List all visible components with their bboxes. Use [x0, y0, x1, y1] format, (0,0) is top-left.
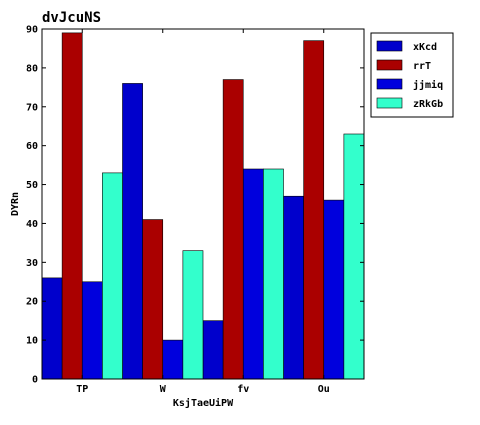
y-tick-label: 10: [26, 336, 38, 347]
y-tick-label: 20: [26, 297, 38, 308]
legend-swatch-jjmiq: [376, 78, 403, 90]
y-axis-label: DYRn: [10, 192, 21, 216]
legend: xKcd rrT jjmiq zRkGb: [370, 32, 454, 118]
legend-swatch-zRkGb: [376, 97, 403, 109]
bar-jjmiq-W: [162, 339, 184, 380]
x-tick-label: Ou: [318, 384, 330, 395]
bar-zRkGb-fv: [263, 168, 284, 380]
bar-xKcd-Ou: [283, 195, 304, 380]
legend-label-rrT: rrT: [413, 61, 431, 72]
bar-rrT-W: [142, 219, 164, 380]
bar-zRkGb-TP: [102, 172, 123, 380]
y-tick-label: 40: [26, 219, 38, 230]
y-axis: 0 10 20 30 40 50 60 70 80 90: [26, 25, 364, 386]
legend-label-zRkGb: zRkGb: [413, 99, 443, 110]
y-tick-label: 80: [26, 63, 38, 74]
y-tick-label: 50: [26, 180, 38, 191]
bar-xKcd-fv: [202, 320, 224, 380]
bar-jjmiq-Ou: [323, 199, 345, 380]
legend-label-xKcd: xKcd: [413, 42, 437, 53]
y-tick-label: 90: [26, 25, 38, 36]
y-tick-label: 0: [32, 375, 38, 386]
y-tick-label: 70: [26, 102, 38, 113]
x-tick-label: W: [160, 384, 167, 395]
legend-swatch-rrT: [376, 59, 403, 71]
bar-rrT-TP: [61, 32, 83, 380]
bar-jjmiq-fv: [242, 168, 264, 380]
chart-title: dvJcuNS: [42, 10, 101, 26]
x-axis-label: KsjTaeUiPW: [173, 397, 234, 409]
bar-xKcd-W: [122, 83, 143, 380]
legend-label-jjmiq: jjmiq: [413, 79, 443, 91]
y-tick-label: 60: [26, 141, 38, 152]
x-tick-label: TP: [76, 384, 88, 395]
bar-rrT-Ou: [303, 40, 325, 380]
bar-zRkGb-W: [182, 250, 204, 380]
x-tick-label: fv: [237, 384, 249, 395]
bar-jjmiq-TP: [81, 281, 103, 380]
bar-rrT-fv: [222, 79, 244, 380]
bars-layer: [41, 32, 365, 380]
plot-frame: [41, 28, 365, 380]
bar-xKcd-TP: [41, 277, 63, 380]
y-tick-label: 30: [26, 258, 38, 269]
bar-zRkGb-Ou: [343, 133, 365, 380]
legend-swatch-xKcd: [376, 40, 403, 52]
